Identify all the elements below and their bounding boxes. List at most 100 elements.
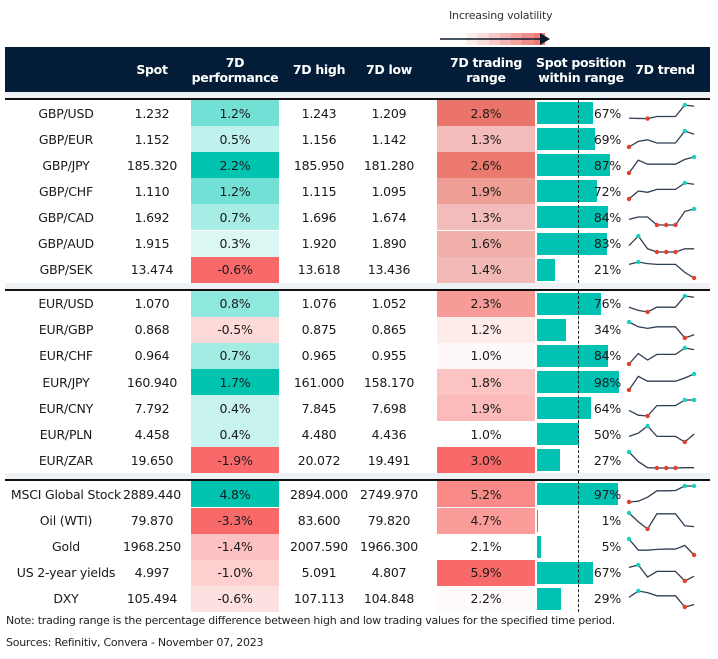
position-bar-track: [537, 560, 621, 586]
instrument-name: EUR/GBP: [38, 322, 94, 338]
trend-min-point: [626, 197, 632, 202]
range-cell: 1.0%: [437, 342, 535, 369]
instrument-name: GBP/AUD: [38, 236, 94, 251]
position-label: 21%: [593, 262, 621, 278]
position-bar: [537, 509, 538, 532]
range-cell: 1.3%: [437, 204, 535, 231]
arrow-right-icon: [440, 33, 550, 45]
instrument-name: EUR/CNY: [38, 400, 94, 416]
trend-sparkline: [628, 588, 695, 609]
trend-sparkline: [628, 233, 695, 254]
trend-line: [628, 399, 695, 417]
low-value: 4.436: [371, 426, 407, 442]
table-row: GBP/CHF 1.110 1.2% 1.115 1.095 1.9% 72%: [5, 178, 710, 205]
trend-line: [628, 512, 695, 530]
trend-min-point: [626, 170, 632, 176]
position-bar-track: [537, 204, 621, 230]
spot-value: 1.152: [134, 131, 170, 147]
position-label: 84%: [593, 209, 621, 225]
table-row: EUR/CHF 0.964 0.7% 0.965 0.955 1.0% 84%: [5, 342, 710, 369]
table-row: GBP/CAD 1.692 0.7% 1.696 1.674 1.3% 84%: [5, 204, 710, 231]
trend-sparkline: [626, 371, 697, 393]
low-value: 158.170: [363, 374, 415, 390]
trend-sparkline: [628, 102, 695, 121]
position-label: 64%: [593, 400, 621, 416]
trend-min-point: [645, 526, 650, 531]
trend-max-point: [682, 128, 687, 134]
trend-min-point: [626, 387, 632, 393]
low-value: 13.436: [367, 262, 411, 278]
table-row: EUR/ZAR 19.650 -1.9% 20.072 19.491 3.0% 27%: [5, 447, 710, 474]
position-bar: [537, 397, 591, 420]
performance-cell: 0.5%: [191, 126, 279, 153]
midpoint-line: [578, 100, 579, 283]
section-divider: [5, 98, 710, 100]
table-row: GBP/JPY 185.320 2.2% 185.950 181.280 2.6% 87%: [5, 152, 710, 179]
range-cell: 2.6%: [437, 152, 535, 179]
position-label: 27%: [593, 452, 621, 468]
trend-max-point: [682, 293, 687, 298]
position-bar: [537, 318, 566, 341]
high-value: 1.696: [301, 209, 337, 225]
instrument-name: Gold: [52, 539, 80, 555]
trend-line: [628, 451, 695, 469]
trend-line: [628, 234, 695, 253]
position-label: 76%: [593, 296, 621, 312]
range-cell: 1.9%: [437, 395, 535, 422]
position-bar-track: [537, 231, 621, 257]
header-spot: Spot: [136, 62, 168, 77]
low-value: 4.807: [371, 565, 407, 581]
legend-label: Increasing volatility: [449, 9, 553, 22]
volatility-legend: Increasing volatility: [440, 6, 570, 45]
trend-min-point: [682, 578, 687, 583]
trend-sparkline: [628, 293, 695, 314]
position-bar-track: [537, 291, 621, 317]
instrument-name: GBP/CHF: [39, 183, 93, 199]
spot-value: 2889.440: [122, 486, 182, 502]
trend-max-point: [682, 102, 687, 108]
range-cell: 3.0%: [437, 447, 535, 474]
trend-min-point: [654, 223, 660, 228]
trend-max-point: [691, 371, 697, 377]
range-cell: 2.3%: [437, 290, 535, 317]
range-cell: 1.4%: [437, 256, 535, 283]
trend-min-point: [673, 249, 678, 254]
high-value: 107.113: [293, 591, 345, 607]
high-value: 5.091: [301, 565, 337, 581]
header-range: 7D trading range: [449, 54, 523, 85]
performance-cell: -3.3%: [191, 507, 279, 534]
instrument-name: EUR/ZAR: [38, 452, 94, 468]
low-value: 79.820: [367, 513, 411, 528]
position-label: 87%: [593, 157, 621, 173]
section-divider: [5, 288, 710, 291]
low-value: 1.209: [371, 105, 407, 121]
spot-value: 13.474: [130, 262, 174, 278]
high-value: 1.115: [301, 183, 337, 199]
position-bar: [537, 258, 555, 281]
midpoint-line: [578, 290, 579, 474]
position-bar: [537, 154, 611, 177]
table-row: EUR/USD 1.070 0.8% 1.076 1.052 2.3% 76%: [5, 290, 710, 317]
low-value: 7.698: [371, 400, 407, 416]
trend-line: [628, 260, 695, 279]
position-bar: [537, 561, 594, 584]
range-cell: 4.7%: [437, 507, 535, 534]
trend-max-point: [682, 181, 687, 186]
position-label: 34%: [593, 322, 621, 338]
spot-value: 1968.250: [122, 539, 182, 555]
instrument-name: DXY: [53, 591, 79, 607]
trend-max-point: [691, 397, 697, 403]
position-bar: [537, 292, 601, 315]
range-cell: 2.8%: [437, 100, 535, 126]
performance-cell: 2.2%: [191, 152, 279, 179]
position-bar-track: [537, 447, 621, 473]
position-bar: [537, 102, 594, 124]
high-value: 185.950: [293, 157, 345, 173]
table-row: GBP/USD 1.232 1.2% 1.243 1.209 2.8% 67%: [5, 100, 710, 126]
high-value: 0.965: [301, 348, 337, 364]
performance-cell: 1.2%: [191, 178, 279, 205]
trend-sparkline: [628, 562, 695, 583]
trend-max-point: [636, 233, 641, 238]
low-value: 19.491: [367, 452, 411, 468]
position-bar: [537, 587, 562, 610]
